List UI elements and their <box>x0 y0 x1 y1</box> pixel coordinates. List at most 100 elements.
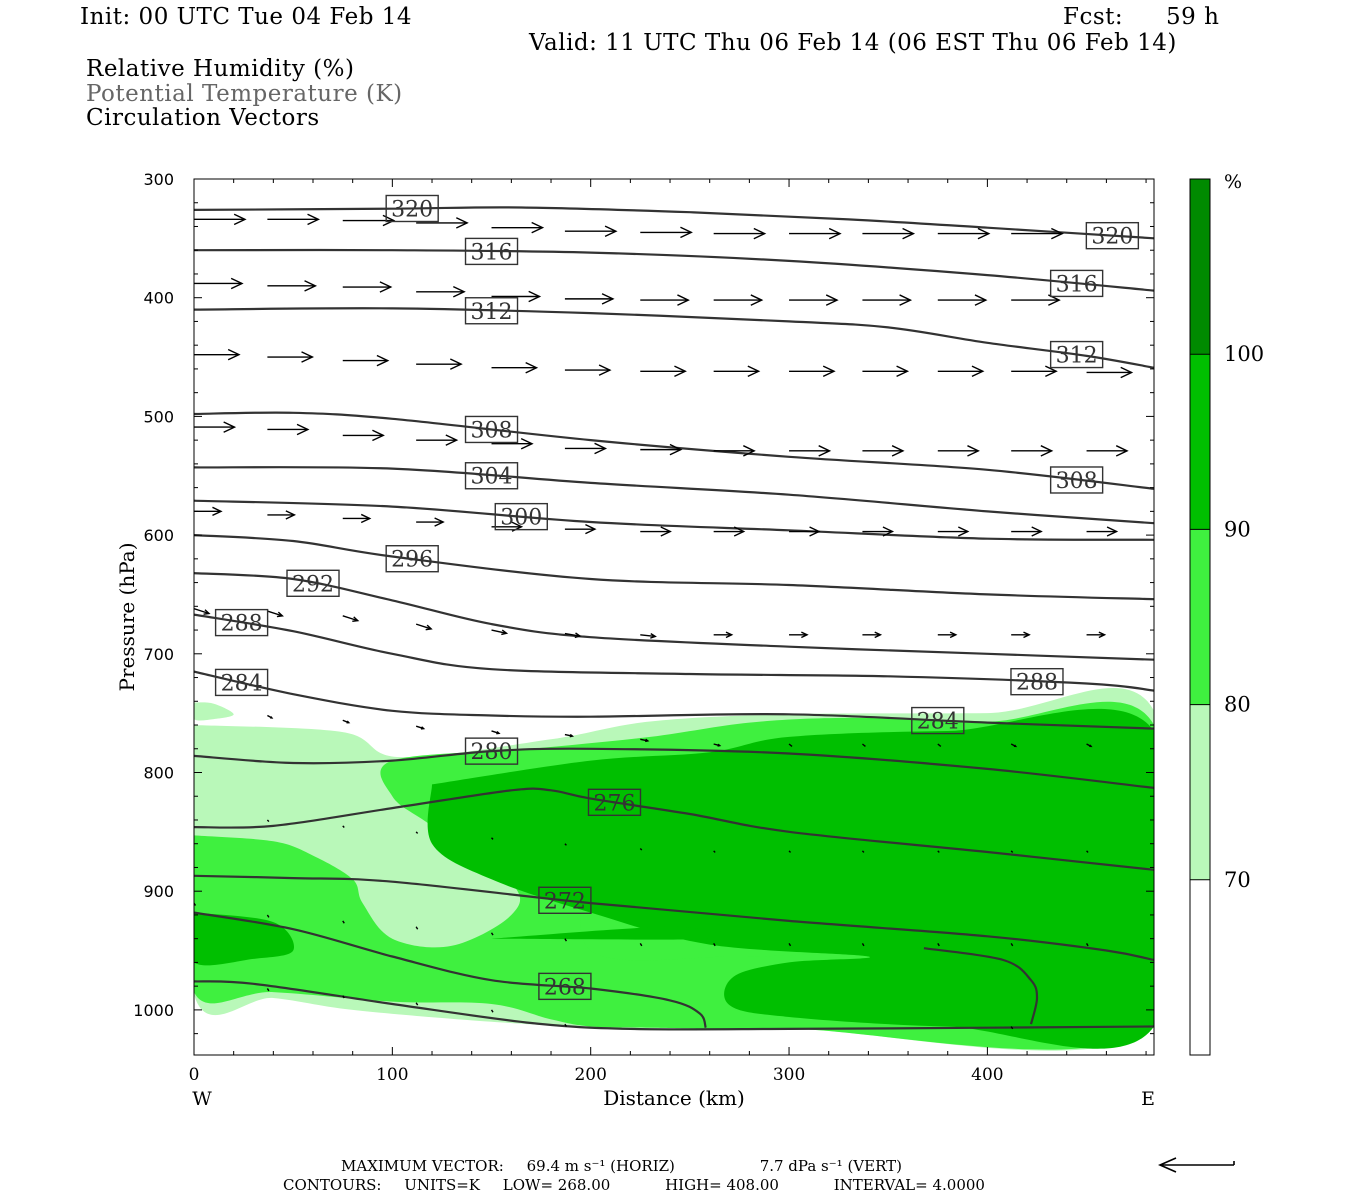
circulation-vector <box>713 227 767 240</box>
theta-contour-300 <box>194 499 1154 541</box>
theta-contour-304 <box>194 466 1154 525</box>
contour-label-320: 320 <box>391 197 433 222</box>
contours-interval: INTERVAL= 4.0000 <box>833 1176 985 1194</box>
vector-shaft <box>490 932 494 936</box>
vector-head <box>420 726 426 730</box>
circulation-vector <box>640 738 650 743</box>
x-tick-label: 400 <box>971 1065 1003 1085</box>
contour-label-304: 304 <box>471 465 513 490</box>
circulation-vector <box>342 995 345 999</box>
theta-contour-288 <box>194 613 1154 692</box>
circulation-vector <box>861 850 865 853</box>
vector-head <box>456 217 469 229</box>
vector-head <box>496 730 501 735</box>
circulation-vector <box>862 294 913 306</box>
init-time: Init: 00 UTC Tue 04 Feb 14 <box>80 4 413 30</box>
vector-head <box>434 517 445 527</box>
contour-label-312: 312 <box>1056 344 1098 369</box>
rh-region-90-100 <box>491 926 722 940</box>
x-tick-label: 100 <box>376 1065 408 1085</box>
contours-high: HIGH= 408.00 <box>665 1176 779 1194</box>
circulation-vector <box>342 281 393 293</box>
circulation-vector <box>1086 743 1093 748</box>
vector-head <box>212 506 223 517</box>
vector-head <box>677 294 690 306</box>
vector-layer <box>194 213 1134 1030</box>
vector-head <box>967 445 980 457</box>
circulation-vector <box>416 217 469 229</box>
vector-shaft <box>491 629 507 634</box>
circulation-vector <box>640 294 690 306</box>
contour-label-288: 288 <box>221 612 263 637</box>
circulation-vector <box>564 632 582 639</box>
colorbar-level-label: 100 <box>1224 342 1264 366</box>
vector-head <box>896 365 910 378</box>
circulation-vector <box>1010 943 1014 947</box>
theta-contour-308 <box>194 411 1154 490</box>
axes-layer: 300 400 500 600 700 800 900 1000 0 100 200 300 400 W E… <box>115 170 1155 1110</box>
circulation-vector <box>416 434 459 446</box>
vector-head <box>899 294 913 306</box>
circulation-vector <box>564 293 615 305</box>
max-vector-label: MAXIMUM VECTOR: <box>341 1157 504 1175</box>
circulation-vector <box>564 442 608 455</box>
circulation-vector <box>194 421 237 433</box>
circulation-vector <box>789 445 832 457</box>
contour-label-box-288 <box>1010 667 1064 696</box>
vector-head <box>223 421 237 433</box>
vector-head <box>660 526 672 537</box>
reference-vector <box>1158 1157 1235 1173</box>
circulation-vector <box>713 850 716 853</box>
legend-theta: Potential Temperature (K) <box>86 81 403 107</box>
theta-contour-292 <box>194 572 1154 661</box>
vector-head <box>958 526 970 537</box>
vector-shaft <box>861 743 866 747</box>
vector-head <box>598 364 612 376</box>
legend-vectors: Circulation Vectors <box>86 105 320 131</box>
vector-shaft <box>639 943 643 947</box>
theta-contour-268 <box>194 911 707 1029</box>
vector-head <box>276 611 284 618</box>
footer-contour-line: CONTOURS: UNITS=K LOW= 268.00 HIGH= 408.… <box>283 1176 1003 1194</box>
contour-label-box-316 <box>464 237 519 266</box>
contour-label-box-272 <box>538 886 592 914</box>
vector-head <box>501 629 509 636</box>
circulation-vector <box>789 227 842 240</box>
vector-head <box>203 609 211 615</box>
vector-shaft <box>1010 943 1014 947</box>
vector-head <box>379 281 393 293</box>
y-tick-label: 700 <box>143 645 174 664</box>
vector-head <box>949 631 958 639</box>
circulation-vector <box>1011 365 1058 378</box>
vector-shaft <box>564 843 567 846</box>
circulation-vector <box>564 364 612 376</box>
circulation-vector <box>564 733 575 738</box>
circulation-vector <box>862 526 895 537</box>
circulation-vector <box>713 631 734 639</box>
x-end-label-west: W <box>192 1088 212 1110</box>
contour-label-308: 308 <box>1056 469 1098 494</box>
circulation-vector <box>1011 227 1064 240</box>
circulation-vector <box>564 524 597 535</box>
vector-head <box>604 225 618 237</box>
circulation-vector <box>789 294 839 306</box>
vector-head <box>725 631 734 639</box>
circulation-vector <box>1011 445 1054 457</box>
circulation-vector <box>415 926 419 930</box>
vector-shaft <box>1010 850 1014 853</box>
vector-head <box>304 280 318 292</box>
y-tick-label: 600 <box>143 526 174 545</box>
circulation-vector <box>862 365 910 378</box>
circulation-vector <box>342 920 345 924</box>
vector-head <box>453 286 466 298</box>
y-tick-label: 400 <box>143 289 174 308</box>
vector-head <box>1031 526 1043 537</box>
circulation-vector <box>564 225 618 237</box>
vector-head <box>230 277 244 290</box>
circulation-vector <box>342 429 385 442</box>
vector-head <box>750 294 764 306</box>
circulation-vector <box>267 423 310 436</box>
circulation-vector <box>640 443 683 456</box>
vector-head <box>977 227 991 240</box>
circulation-vector <box>1086 366 1134 379</box>
